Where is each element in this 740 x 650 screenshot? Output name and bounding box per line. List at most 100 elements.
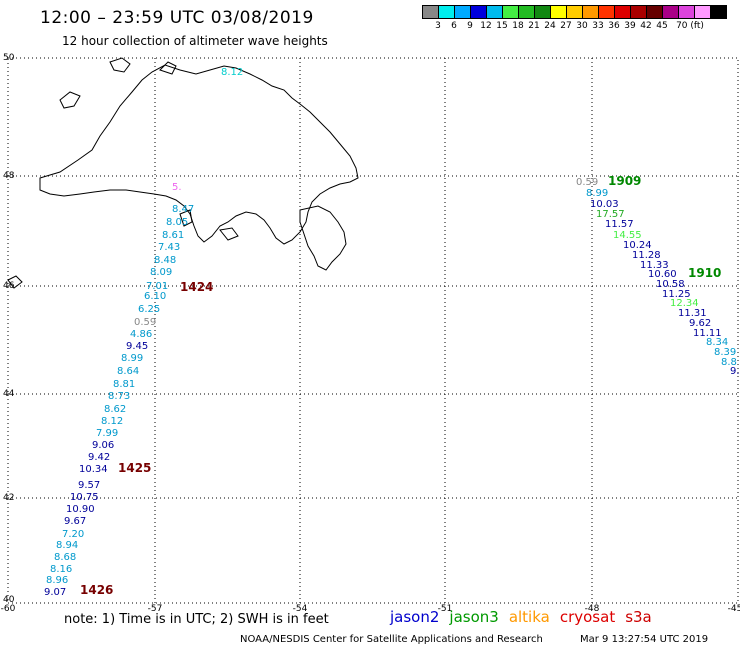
legend-swatch <box>470 5 487 19</box>
wave-height-value: 5. <box>172 182 182 193</box>
legend-label: 21 <box>528 21 540 31</box>
wave-height-value: 11.28 <box>632 250 661 261</box>
legend-label: 27 <box>560 21 572 31</box>
wave-height-value: 9.06 <box>92 440 114 451</box>
footer-note: note: 1) Time is in UTC; 2) SWH is in fe… <box>64 612 329 627</box>
legend-swatches <box>422 5 727 19</box>
wave-height-value: 8.09 <box>150 267 172 278</box>
legend-label: 15 <box>496 21 508 31</box>
legend-labels: 3 6 9 12 15 18 21 24 27 30 33 36 39 42 45 70 (ft) <box>422 21 726 35</box>
wave-height-value: 8.94 <box>56 540 78 551</box>
wave-height-value: 6.25 <box>138 304 160 315</box>
wave-height-value: 8.62 <box>104 404 126 415</box>
legend-swatch <box>502 5 519 19</box>
lon-tick-label: -54 <box>293 604 308 614</box>
wave-height-value: 8.81 <box>113 379 135 390</box>
legend-swatch <box>486 5 503 19</box>
legend-label: 42 <box>640 21 652 31</box>
satellite-name: cryosat <box>559 608 616 626</box>
wave-height-value: 7.01 <box>146 281 168 292</box>
wave-height-value: 8.16 <box>50 564 72 575</box>
wave-height-value: 10.03 <box>590 199 619 210</box>
wave-height-value: 9.57 <box>78 480 100 491</box>
satellite-name: altika <box>508 608 550 626</box>
wave-height-value: 8.05 <box>166 217 188 228</box>
wave-height-value: 8.96 <box>46 575 68 586</box>
legend-label: 12 <box>480 21 492 31</box>
wave-height-value: 10.75 <box>70 492 99 503</box>
map-title: 12:00 – 23:59 UTC 03/08/2019 <box>40 8 314 28</box>
wave-height-values: 8.120.598.9910.0317.5711.5714.5510.2411.… <box>44 67 740 598</box>
legend-label: 30 <box>576 21 588 31</box>
legend-swatch <box>582 5 599 19</box>
satellite-name: jason2 <box>390 608 440 626</box>
wave-height-value: 8.73 <box>108 391 130 402</box>
wave-height-value: 10.60 <box>648 269 677 280</box>
wave-height-value: 8.12 <box>221 67 243 78</box>
legend-swatch <box>598 5 615 19</box>
legend-swatch <box>422 5 439 19</box>
lat-tick-label: 42 <box>3 493 14 503</box>
wave-height-value: 0.59 <box>134 317 156 328</box>
wave-height-value: 8.99 <box>586 188 608 199</box>
wave-height-value: 9.42 <box>88 452 110 463</box>
legend-swatch <box>438 5 455 19</box>
legend-label: 45 <box>656 21 668 31</box>
wave-height-value: 6.10 <box>144 291 166 302</box>
legend-swatch <box>662 5 679 19</box>
pass-time-label: 1424 <box>180 280 213 294</box>
wave-height-value: 11.25 <box>662 289 691 300</box>
wave-height-value: 11.11 <box>693 328 722 339</box>
color-legend: 3 6 9 12 15 18 21 24 27 30 33 36 39 42 45 70 (ft) <box>422 5 727 35</box>
wave-height-value: 8.47 <box>172 204 194 215</box>
wave-height-value: 8.68 <box>54 552 76 563</box>
wave-height-value: 8.34 <box>706 337 728 348</box>
wave-height-value: 9. <box>730 366 740 377</box>
lat-tick-label: 48 <box>3 171 15 181</box>
wave-height-value: 0.59 <box>576 177 598 188</box>
wave-height-value: 14.55 <box>613 230 642 241</box>
legend-label: 9 <box>467 21 473 31</box>
legend-swatch <box>710 5 727 19</box>
lat-tick-label: 46 <box>3 281 15 291</box>
wave-height-value: 11.33 <box>640 260 669 271</box>
legend-swatch <box>550 5 567 19</box>
wave-height-value: 9.67 <box>64 516 86 527</box>
legend-swatch <box>630 5 647 19</box>
legend-swatch <box>566 5 583 19</box>
wave-height-value: 9.07 <box>44 587 66 598</box>
wave-height-value: 10.24 <box>623 240 652 251</box>
wave-height-value: 11.57 <box>605 219 634 230</box>
lat-tick-label: 40 <box>3 595 15 605</box>
wave-height-value: 8.8 <box>721 357 737 368</box>
satellite-name: s3a <box>625 608 652 626</box>
lat-tick-label: 44 <box>3 389 15 399</box>
wave-height-value: 12.34 <box>670 298 699 309</box>
pass-time-label: 1910 <box>688 266 721 280</box>
legend-label: 39 <box>624 21 636 31</box>
lon-tick-label: -60 <box>1 604 16 614</box>
legend-swatch <box>614 5 631 19</box>
legend-label: 33 <box>592 21 604 31</box>
wave-height-value: 4.86 <box>130 329 152 340</box>
satellite-name: jason3 <box>449 608 499 626</box>
lon-tick-label: -45 <box>728 604 740 614</box>
axis-labels: -60 -57 -54 -51 -48 -45 50 48 46 44 42 40 <box>1 53 740 614</box>
map-subtitle: 12 hour collection of altimeter wave hei… <box>62 34 328 48</box>
wave-height-value: 9.62 <box>689 318 711 329</box>
lon-tick-label: -57 <box>148 604 163 614</box>
wave-height-value: 8.39 <box>714 347 736 358</box>
legend-swatch <box>694 5 711 19</box>
pass-time-label: 1909 <box>608 174 641 188</box>
pass-time-label: 1425 <box>118 461 151 475</box>
wave-height-value: 10.90 <box>66 504 95 515</box>
lat-tick-label: 50 <box>3 53 15 63</box>
credit-timestamp: Mar 9 13:27:54 UTC 2019 <box>580 634 709 645</box>
wave-height-value: 8.99 <box>121 353 143 364</box>
legend-swatch <box>678 5 695 19</box>
wave-height-value: 10.58 <box>656 279 685 290</box>
wave-height-value: 8.48 <box>154 255 176 266</box>
legend-label: 24 <box>544 21 556 31</box>
coastline-newfoundland <box>7 57 359 289</box>
